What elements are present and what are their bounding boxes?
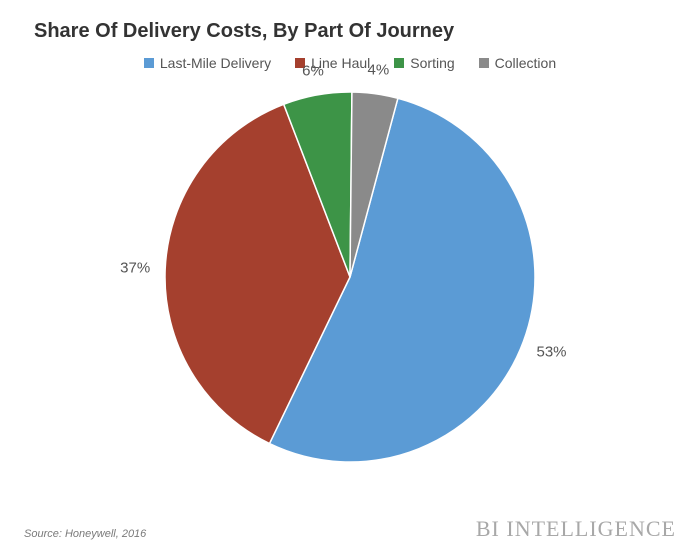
legend-label-collection: Collection (495, 55, 556, 71)
slice-label-1: 37% (120, 259, 150, 276)
legend-item-last-mile: Last-Mile Delivery (144, 55, 271, 71)
slice-label-0: 53% (537, 343, 567, 360)
swatch-sorting (394, 58, 404, 68)
source-text: Source: Honeywell, 2016 (24, 528, 146, 540)
pie-chart (163, 90, 537, 464)
slice-label-2: 6% (302, 63, 324, 80)
brand-text: BI INTELLIGENCE (476, 516, 676, 542)
chart-container: Share Of Delivery Costs, By Part Of Jour… (0, 0, 700, 552)
slice-label-3: 4% (368, 61, 390, 78)
legend: Last-Mile Delivery Line Haul Sorting Col… (24, 55, 676, 71)
legend-label-sorting: Sorting (410, 55, 454, 71)
chart-title: Share Of Delivery Costs, By Part Of Jour… (34, 20, 676, 43)
legend-item-sorting: Sorting (394, 55, 454, 71)
swatch-collection (479, 58, 489, 68)
chart-area: 53%37%6%4% (24, 77, 676, 477)
legend-label-last-mile: Last-Mile Delivery (160, 55, 271, 71)
swatch-last-mile (144, 58, 154, 68)
legend-item-collection: Collection (479, 55, 556, 71)
